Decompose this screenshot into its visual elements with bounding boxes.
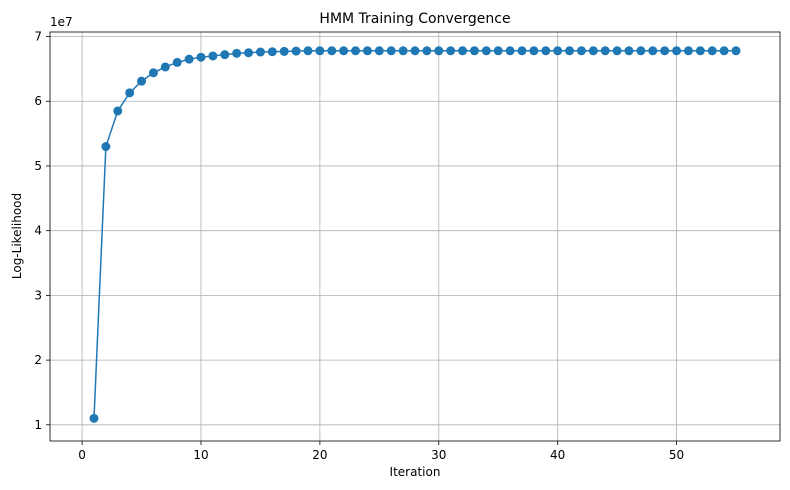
x-tick-label: 30	[431, 448, 446, 462]
y-tick-label: 2	[34, 353, 42, 367]
x-tick-label: 0	[78, 448, 86, 462]
data-point	[362, 46, 372, 56]
data-point	[351, 46, 361, 56]
chart-title: HMM Training Convergence	[319, 11, 510, 27]
data-point	[291, 46, 301, 56]
x-tick-label: 40	[550, 448, 565, 462]
data-point	[232, 48, 242, 58]
y-tick-label: 5	[34, 159, 42, 173]
x-tick-label: 10	[193, 448, 208, 462]
data-point	[672, 46, 682, 56]
data-point	[458, 46, 468, 56]
data-point	[244, 48, 254, 58]
data-point	[517, 46, 527, 56]
y-offset-text: 1e7	[50, 15, 73, 29]
data-point	[553, 46, 563, 56]
data-point	[101, 142, 111, 152]
data-point	[695, 46, 705, 56]
data-point	[565, 46, 575, 56]
plot-frame	[49, 31, 781, 442]
data-point	[184, 54, 194, 64]
data-point	[89, 413, 99, 423]
data-point	[160, 62, 170, 72]
data-point	[398, 46, 408, 56]
data-point	[303, 46, 313, 56]
data-point	[339, 46, 349, 56]
data-point	[660, 46, 670, 56]
data-point	[505, 46, 515, 56]
data-point	[683, 46, 693, 56]
data-point	[731, 46, 741, 56]
data-point	[600, 46, 610, 56]
data-point	[410, 46, 420, 56]
data-point	[196, 52, 206, 62]
y-tick-label: 1	[34, 418, 42, 432]
data-point	[279, 46, 289, 56]
grid-lines	[50, 32, 780, 441]
data-point	[434, 46, 444, 56]
data-point	[588, 46, 598, 56]
x-tick-label: 50	[669, 448, 684, 462]
x-tick-label: 20	[312, 448, 327, 462]
data-point	[636, 46, 646, 56]
y-tick-label: 4	[34, 224, 42, 238]
data-point	[113, 106, 123, 116]
data-point	[386, 46, 396, 56]
data-point	[446, 46, 456, 56]
y-tick-label: 7	[34, 30, 42, 44]
data-point	[612, 46, 622, 56]
y-tick-label: 6	[34, 94, 42, 108]
data-point	[267, 47, 277, 57]
data-point	[529, 46, 539, 56]
y-tick-label: 3	[34, 288, 42, 302]
series-line	[93, 50, 737, 419]
tick-layer: 0 10 20 30 40 50 1 2 3 4 5 6 7	[34, 30, 684, 462]
data-point	[493, 46, 503, 56]
data-point	[137, 76, 147, 86]
data-point	[255, 47, 265, 57]
data-point	[374, 46, 384, 56]
x-axis-label: Iteration	[390, 465, 441, 479]
data-point	[541, 46, 551, 56]
data-point	[315, 46, 325, 56]
data-point	[220, 50, 230, 60]
data-point	[624, 46, 634, 56]
y-axis-label: Log-Likelihood	[10, 193, 24, 279]
data-point	[469, 46, 479, 56]
data-point	[327, 46, 337, 56]
data-point	[148, 68, 158, 78]
data-point	[719, 46, 729, 56]
data-point	[422, 46, 432, 56]
data-point	[648, 46, 658, 56]
data-point	[208, 51, 218, 61]
series-layer	[89, 46, 741, 423]
data-point	[707, 46, 717, 56]
data-point	[125, 88, 135, 98]
data-point	[481, 46, 491, 56]
data-point	[172, 57, 182, 67]
data-point	[576, 46, 586, 56]
